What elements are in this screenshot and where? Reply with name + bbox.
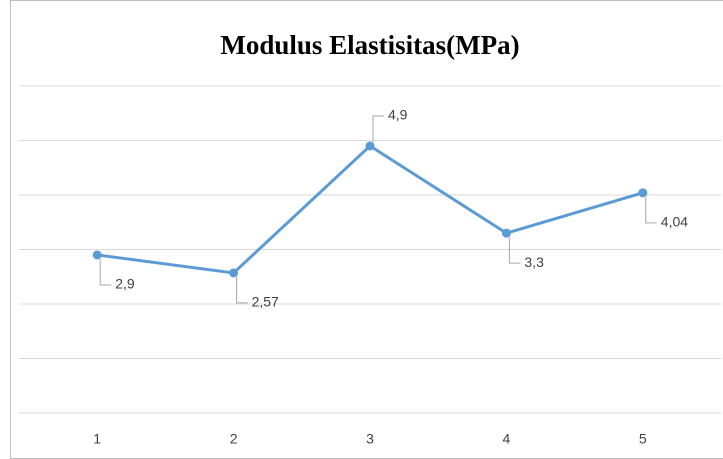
data-label: 2,9 [115,276,135,292]
point [229,268,239,278]
leader-line [372,115,384,142]
leader-line [508,237,521,264]
leader-line [236,276,248,304]
x-tick-label: 5 [639,431,647,447]
x-tick-label: 1 [93,431,101,447]
data-label: 4,9 [388,107,408,123]
data-label: 2,57 [252,294,279,310]
chart-title: Modulus Elastisitas(MPa) [220,30,519,60]
x-tick-label: 3 [366,431,374,447]
point [501,228,511,238]
point [365,141,375,151]
point [638,188,648,198]
x-tick-label: 2 [230,431,238,447]
point [92,250,102,260]
data-label: 4,04 [661,214,688,230]
x-tick-label: 4 [503,431,511,447]
leader-line [645,196,657,224]
data-label: 3,3 [524,254,544,270]
leader-line [99,258,112,286]
chart-frame [10,0,723,459]
